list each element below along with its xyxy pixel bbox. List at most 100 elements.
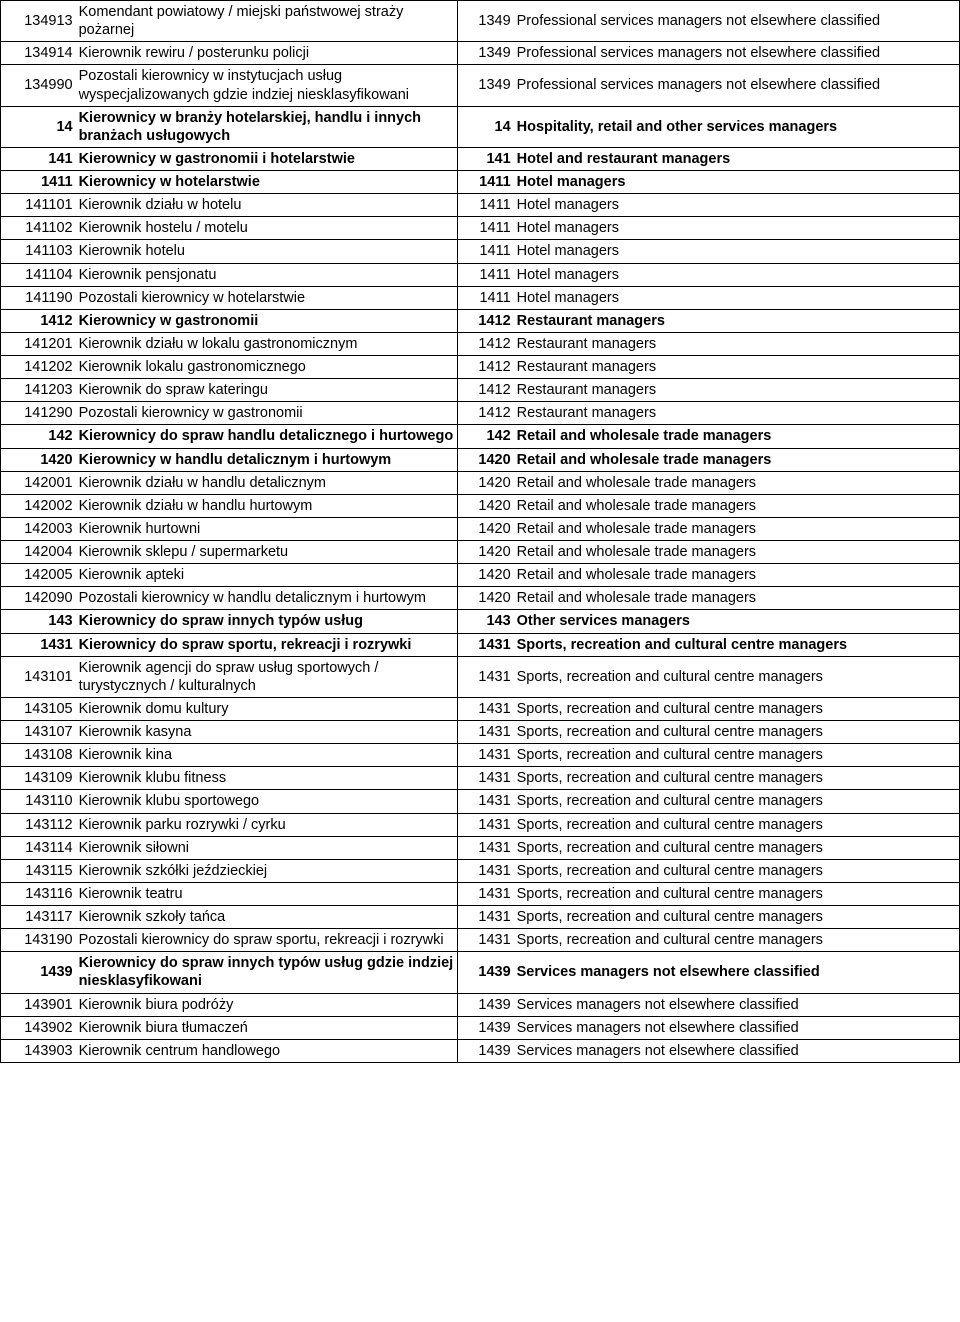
desc-left-cell: Pozostali kierownicy w hotelarstwie	[76, 286, 458, 309]
table-row: 143Kierownicy do spraw innych typów usłu…	[1, 610, 960, 633]
code-left-cell: 141190	[1, 286, 76, 309]
code-left-cell: 143109	[1, 767, 76, 790]
code-left-cell: 1431	[1, 633, 76, 656]
code-left-cell: 143108	[1, 744, 76, 767]
desc-left-cell: Kierownik kasyna	[76, 721, 458, 744]
code-left-cell: 14	[1, 106, 76, 147]
code-left-cell: 143101	[1, 656, 76, 697]
table-row: 143108Kierownik kina1431Sports, recreati…	[1, 744, 960, 767]
code-left-cell: 143	[1, 610, 76, 633]
table-row: 142090Pozostali kierownicy w handlu deta…	[1, 587, 960, 610]
desc-right-cell: Hospitality, retail and other services m…	[514, 106, 960, 147]
desc-right-cell: Hotel managers	[514, 171, 960, 194]
code-left-cell: 142002	[1, 494, 76, 517]
desc-left-cell: Kierownik działu w handlu detalicznym	[76, 471, 458, 494]
desc-right-cell: Hotel managers	[514, 217, 960, 240]
table-row: 1439Kierownicy do spraw innych typów usł…	[1, 952, 960, 993]
table-row: 143110Kierownik klubu sportowego1431Spor…	[1, 790, 960, 813]
desc-left-cell: Kierownik agencji do spraw usług sportow…	[76, 656, 458, 697]
desc-left-cell: Kierownik centrum handlowego	[76, 1039, 458, 1062]
code-left-cell: 142004	[1, 541, 76, 564]
code-right-cell: 1349	[457, 1, 513, 42]
code-right-cell: 1420	[457, 471, 513, 494]
table-row: 143117Kierownik szkoły tańca1431Sports, …	[1, 906, 960, 929]
table-row: 141201Kierownik działu w lokalu gastrono…	[1, 332, 960, 355]
code-left-cell: 143902	[1, 1016, 76, 1039]
code-right-cell: 1412	[457, 402, 513, 425]
desc-left-cell: Kierownik klubu sportowego	[76, 790, 458, 813]
desc-left-cell: Kierownicy do spraw sportu, rekreacji i …	[76, 633, 458, 656]
code-right-cell: 14	[457, 106, 513, 147]
table-row: 141101Kierownik działu w hotelu1411Hotel…	[1, 194, 960, 217]
code-left-cell: 1420	[1, 448, 76, 471]
desc-right-cell: Sports, recreation and cultural centre m…	[514, 906, 960, 929]
code-right-cell: 1439	[457, 952, 513, 993]
code-right-cell: 1431	[457, 656, 513, 697]
desc-left-cell: Pozostali kierownicy w handlu detaliczny…	[76, 587, 458, 610]
table-row: 142003Kierownik hurtowni1420Retail and w…	[1, 517, 960, 540]
code-right-cell: 1411	[457, 263, 513, 286]
code-right-cell: 1420	[457, 587, 513, 610]
desc-right-cell: Sports, recreation and cultural centre m…	[514, 656, 960, 697]
table-row: 141203Kierownik do spraw kateringu1412Re…	[1, 379, 960, 402]
desc-right-cell: Retail and wholesale trade managers	[514, 448, 960, 471]
desc-right-cell: Professional services managers not elsew…	[514, 42, 960, 65]
code-left-cell: 142001	[1, 471, 76, 494]
desc-left-cell: Kierownik hostelu / motelu	[76, 217, 458, 240]
code-left-cell: 143116	[1, 882, 76, 905]
desc-left-cell: Kierownik rewiru / posterunku policji	[76, 42, 458, 65]
desc-left-cell: Kierownik apteki	[76, 564, 458, 587]
code-left-cell: 143114	[1, 836, 76, 859]
table-row: 134914Kierownik rewiru / posterunku poli…	[1, 42, 960, 65]
desc-right-cell: Restaurant managers	[514, 309, 960, 332]
code-right-cell: 1411	[457, 240, 513, 263]
table-row: 143101Kierownik agencji do spraw usług s…	[1, 656, 960, 697]
code-left-cell: 141103	[1, 240, 76, 263]
code-right-cell: 142	[457, 425, 513, 448]
desc-right-cell: Services managers not elsewhere classifi…	[514, 993, 960, 1016]
code-right-cell: 141	[457, 147, 513, 170]
table-row: 143105Kierownik domu kultury1431Sports, …	[1, 697, 960, 720]
code-left-cell: 141202	[1, 356, 76, 379]
code-right-cell: 1431	[457, 836, 513, 859]
code-right-cell: 1439	[457, 993, 513, 1016]
table-row: 143116Kierownik teatru1431Sports, recrea…	[1, 882, 960, 905]
desc-right-cell: Restaurant managers	[514, 379, 960, 402]
desc-left-cell: Kierownik teatru	[76, 882, 458, 905]
desc-right-cell: Sports, recreation and cultural centre m…	[514, 790, 960, 813]
code-right-cell: 1431	[457, 744, 513, 767]
table-row: 142005Kierownik apteki1420Retail and who…	[1, 564, 960, 587]
code-left-cell: 143903	[1, 1039, 76, 1062]
desc-right-cell: Sports, recreation and cultural centre m…	[514, 697, 960, 720]
code-left-cell: 134914	[1, 42, 76, 65]
code-left-cell: 142	[1, 425, 76, 448]
code-left-cell: 142003	[1, 517, 76, 540]
code-right-cell: 1431	[457, 906, 513, 929]
code-right-cell: 1431	[457, 859, 513, 882]
code-right-cell: 1431	[457, 813, 513, 836]
desc-left-cell: Pozostali kierownicy do spraw sportu, re…	[76, 929, 458, 952]
code-left-cell: 134990	[1, 65, 76, 106]
desc-right-cell: Sports, recreation and cultural centre m…	[514, 633, 960, 656]
desc-left-cell: Kierownik działu w handlu hurtowym	[76, 494, 458, 517]
desc-left-cell: Kierownicy w hotelarstwie	[76, 171, 458, 194]
desc-left-cell: Kierownik pensjonatu	[76, 263, 458, 286]
desc-right-cell: Sports, recreation and cultural centre m…	[514, 929, 960, 952]
desc-left-cell: Kierownik parku rozrywki / cyrku	[76, 813, 458, 836]
code-right-cell: 1439	[457, 1016, 513, 1039]
desc-left-cell: Pozostali kierownicy w gastronomii	[76, 402, 458, 425]
desc-right-cell: Retail and wholesale trade managers	[514, 564, 960, 587]
desc-left-cell: Kierownik szkoły tańca	[76, 906, 458, 929]
code-right-cell: 1411	[457, 217, 513, 240]
code-right-cell: 1431	[457, 929, 513, 952]
code-right-cell: 1349	[457, 42, 513, 65]
desc-left-cell: Kierownik siłowni	[76, 836, 458, 859]
desc-right-cell: Sports, recreation and cultural centre m…	[514, 767, 960, 790]
desc-left-cell: Kierownicy do spraw innych typów usług g…	[76, 952, 458, 993]
code-left-cell: 143190	[1, 929, 76, 952]
code-left-cell: 141201	[1, 332, 76, 355]
table-row: 143115Kierownik szkółki jeździeckiej1431…	[1, 859, 960, 882]
code-right-cell: 1431	[457, 721, 513, 744]
desc-right-cell: Services managers not elsewhere classifi…	[514, 1016, 960, 1039]
code-left-cell: 141101	[1, 194, 76, 217]
